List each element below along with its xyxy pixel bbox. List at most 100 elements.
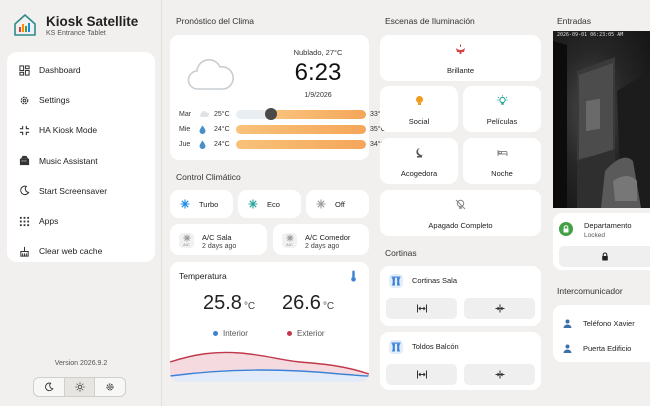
person-icon bbox=[563, 344, 572, 353]
scene-apagado-completo-button[interactable]: Apagado Completo bbox=[380, 190, 541, 236]
thermometer-icon bbox=[351, 270, 356, 282]
covers-section-title: Cortinas bbox=[385, 248, 417, 258]
intercom-section-title: Intercomunicador bbox=[557, 286, 623, 296]
cloud-icon bbox=[200, 111, 209, 117]
theme-light-button[interactable] bbox=[64, 378, 96, 396]
ac-unit-comedor[interactable]: A/C A/C Comedor 2 days ago bbox=[273, 224, 369, 255]
bulb-on-icon bbox=[497, 95, 507, 105]
sidebar-item-label: HA Kiosk Mode bbox=[39, 125, 98, 136]
climate-section-title: Control Climático bbox=[176, 172, 241, 182]
open-arrows-icon bbox=[416, 304, 427, 313]
clock-time: 6:23 bbox=[294, 59, 342, 86]
close-arrows-icon bbox=[495, 370, 504, 379]
cover-open-button[interactable] bbox=[386, 364, 457, 385]
sidebar-item-label: Settings bbox=[39, 95, 70, 106]
sidebar-item-label: Music Assistant bbox=[39, 155, 98, 166]
forecast-range-bar bbox=[236, 139, 366, 149]
lock-icon bbox=[601, 252, 608, 261]
ac-name: A/C Sala bbox=[202, 233, 232, 242]
lock-name: Departamento bbox=[584, 221, 632, 230]
intercom-card: Teléfono Xavier Puerta Edificio bbox=[553, 305, 650, 362]
theme-dark-button[interactable] bbox=[34, 378, 65, 396]
lock-icon bbox=[563, 225, 569, 233]
close-arrows-icon bbox=[495, 304, 504, 313]
ac-status: 2 days ago bbox=[305, 243, 340, 250]
entrances-section-title: Entradas bbox=[557, 16, 592, 26]
sidebar-item-start-screensaver[interactable]: Start Screensaver bbox=[7, 176, 155, 206]
forecast-range-bar bbox=[236, 108, 366, 120]
forecast-row: Mar 25°C 33°C bbox=[179, 108, 386, 120]
lock-state: Locked bbox=[584, 232, 605, 239]
ac-icon: A/C bbox=[179, 233, 194, 248]
weather-card[interactable]: Nublado, 27°C 6:23 1/9/2026 Mar 25°C 33°… bbox=[170, 35, 386, 160]
climate-mode-label: Eco bbox=[267, 199, 280, 209]
forecast-range-bar bbox=[236, 124, 366, 134]
sidebar-item-clear-web-cache[interactable]: Clear web cache bbox=[7, 236, 155, 266]
scene-label: Apagado Completo bbox=[428, 221, 493, 230]
forecast-day: Mie bbox=[179, 125, 191, 133]
cover-close-button[interactable] bbox=[464, 364, 535, 385]
current-temp-marker bbox=[264, 108, 277, 120]
climate-mode-turbo[interactable]: Turbo bbox=[170, 190, 233, 218]
sidebar-item-label: Start Screensaver bbox=[39, 185, 108, 196]
scene-label: Películas bbox=[486, 117, 518, 126]
climate-mode-off[interactable]: Off bbox=[306, 190, 369, 218]
lock-card: Departamento Locked bbox=[553, 213, 650, 270]
moon-icon bbox=[20, 185, 30, 196]
apps-grid-icon bbox=[19, 216, 30, 226]
interior-area bbox=[170, 370, 369, 382]
cover-open-button[interactable] bbox=[386, 298, 457, 319]
scene-label: Social bbox=[408, 117, 430, 126]
scene-brillante-button[interactable]: Brillante bbox=[380, 35, 541, 81]
temperature-card[interactable]: Temperatura 25.8 °C 26.6 °C Interior Exter… bbox=[170, 262, 369, 382]
snowflake-icon bbox=[180, 199, 190, 209]
climate-mode-label: Off bbox=[335, 199, 345, 209]
sidebar-item-label: Clear web cache bbox=[39, 246, 103, 257]
forecast-low: 24°C bbox=[214, 140, 230, 148]
cloud-icon bbox=[187, 58, 234, 90]
fan-icon bbox=[286, 234, 293, 242]
entrance-camera-feed[interactable]: 2026-09-01 06:23:05 AM bbox=[553, 31, 650, 208]
exterior-line bbox=[170, 351, 369, 375]
temperature-title: Temperatura bbox=[179, 271, 227, 281]
theme-auto-button[interactable] bbox=[95, 378, 125, 396]
sidebar-item-ha-kiosk-mode[interactable]: HA Kiosk Mode bbox=[7, 115, 155, 145]
app-title: Kiosk Satellite bbox=[46, 13, 139, 29]
sidebar-item-settings[interactable]: Settings bbox=[7, 85, 155, 115]
scene-acogedora-button[interactable]: Acogedora bbox=[380, 138, 458, 184]
cover-close-button[interactable] bbox=[464, 298, 535, 319]
sidebar-nav: Dashboard Settings HA Kiosk Mode Music A… bbox=[7, 52, 155, 262]
scene-social-button[interactable]: Social bbox=[380, 86, 458, 132]
intercom-item-puerta-edificio[interactable]: Puerta Edificio bbox=[563, 341, 631, 355]
fan-icon bbox=[183, 234, 190, 242]
ac-icon: A/C bbox=[282, 233, 297, 248]
scene-peliculas-button[interactable]: Películas bbox=[463, 86, 541, 132]
forecast-day: Mar bbox=[179, 110, 192, 118]
ac-unit-sala[interactable]: A/C A/C Sala 2 days ago bbox=[170, 224, 267, 255]
scene-noche-button[interactable]: Noche bbox=[463, 138, 541, 184]
lock-toggle-button[interactable] bbox=[559, 246, 650, 267]
climate-mode-eco[interactable]: Eco bbox=[238, 190, 301, 218]
cover-toldos-balcon: Toldos Balcón bbox=[380, 332, 541, 390]
intercom-item-telefono-xavier[interactable]: Teléfono Xavier bbox=[563, 316, 635, 330]
moon-icon bbox=[44, 382, 54, 392]
camera-timestamp: 2026-09-01 06:23:05 AM bbox=[557, 32, 624, 38]
forecast-low: 25°C bbox=[214, 110, 230, 118]
legend-label: Exterior bbox=[297, 329, 325, 338]
scene-label: Brillante bbox=[446, 66, 475, 75]
forecast-row: Jue 24°C 34°C bbox=[179, 138, 386, 150]
forecast-low: 24°C bbox=[214, 125, 230, 133]
sidebar-item-dashboard[interactable]: Dashboard bbox=[7, 55, 155, 85]
person-icon bbox=[563, 319, 572, 328]
lock-status-icon bbox=[559, 222, 573, 236]
scene-label: Noche bbox=[491, 169, 513, 178]
sidebar-item-apps[interactable]: Apps bbox=[7, 206, 155, 236]
intercom-label: Teléfono Xavier bbox=[583, 318, 635, 328]
bulb-off-icon bbox=[455, 199, 466, 210]
snowflake-icon bbox=[316, 199, 326, 209]
sidebar-item-music-assistant[interactable]: Music Assistant bbox=[7, 146, 155, 176]
open-arrows-icon bbox=[416, 370, 427, 379]
night-lamp-icon bbox=[415, 148, 423, 158]
scene-label: Acogedora bbox=[400, 169, 438, 178]
sidebar: Kiosk Satellite KS Entrance Tablet Dashb… bbox=[0, 0, 162, 406]
